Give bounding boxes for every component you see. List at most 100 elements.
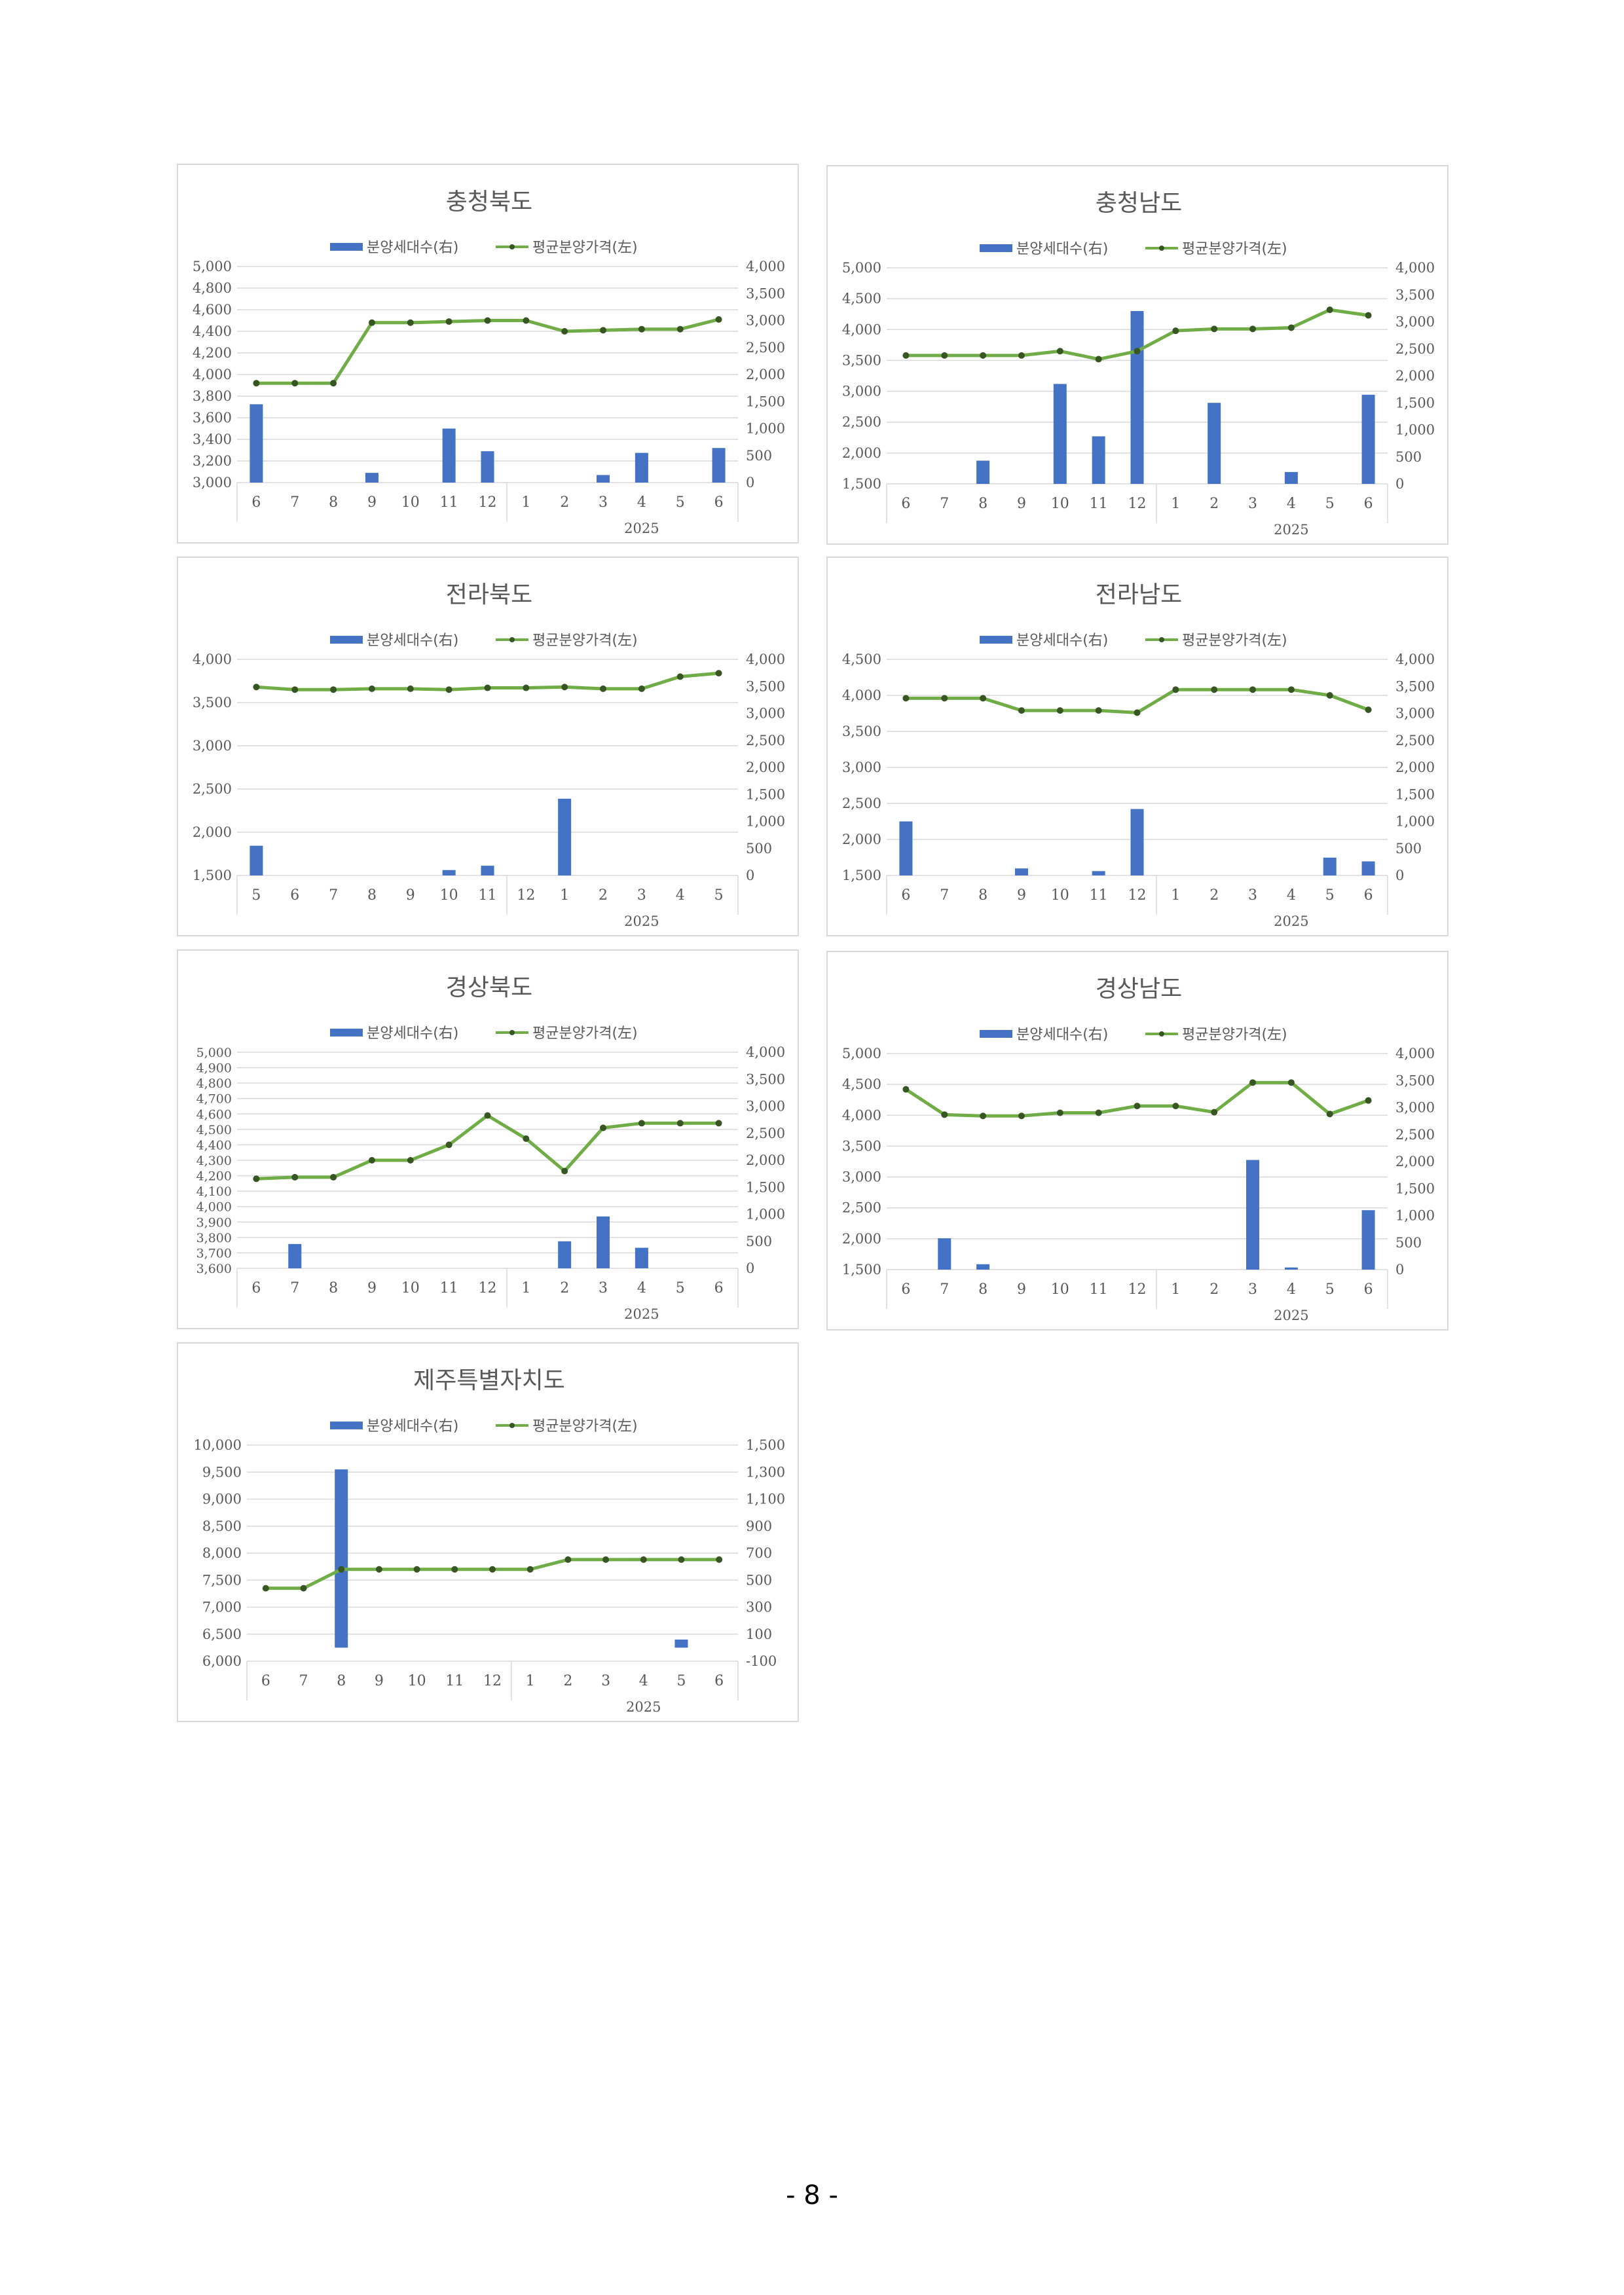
x-tick-label: 12 bbox=[517, 887, 535, 904]
line-point bbox=[330, 380, 337, 387]
x-tick-label: 2 bbox=[1209, 1281, 1219, 1298]
chart-panel-jeju: 제주특별자치도 분양세대수(右) 평균분양가격(左) 10,000 9,500 9,000… bbox=[177, 1342, 799, 1722]
bar bbox=[249, 845, 263, 875]
right-tick-label: 500 bbox=[746, 448, 772, 464]
left-tick-label: 2,500 bbox=[842, 1200, 881, 1216]
left-tick-label: 4,500 bbox=[842, 652, 881, 667]
x-tick-label: 7 bbox=[290, 494, 299, 511]
line-point bbox=[1056, 707, 1063, 714]
line-point bbox=[676, 325, 684, 333]
x-tick-label: 3 bbox=[601, 1673, 610, 1689]
left-tick-label: 2,000 bbox=[842, 445, 881, 461]
bar bbox=[1208, 403, 1221, 484]
right-tick-label: 1,000 bbox=[746, 814, 785, 830]
line-point bbox=[980, 695, 987, 702]
left-tick-label: 3,800 bbox=[193, 388, 232, 404]
chart-panel-jeonbuk: 전라북도 분양세대수(右) 평균분양가격(左) 4,000 3,500 3,000 2,50… bbox=[177, 557, 799, 936]
x-tick-label: 1 bbox=[521, 494, 530, 511]
bar bbox=[976, 1264, 990, 1270]
left-tick-label: 2,000 bbox=[842, 1231, 881, 1247]
legend-bar-label: 분양세대수(右) bbox=[367, 1025, 458, 1042]
line-point bbox=[375, 1566, 382, 1573]
line-point bbox=[291, 380, 299, 387]
left-tick-label: 4,900 bbox=[196, 1061, 232, 1076]
right-tick-label: 0 bbox=[1395, 1262, 1404, 1277]
line-point bbox=[368, 685, 375, 692]
right-tick-label: 500 bbox=[746, 841, 772, 856]
bar bbox=[1284, 1267, 1298, 1270]
x-tick-label: 6 bbox=[290, 887, 299, 904]
x-tick-label: 4 bbox=[639, 1673, 648, 1689]
right-tick-label: 2,000 bbox=[746, 760, 785, 775]
right-tick-label: 1,500 bbox=[1395, 786, 1435, 802]
bar bbox=[635, 1247, 648, 1268]
left-tick-label: 5,000 bbox=[196, 1046, 232, 1060]
x-tick-label: 11 bbox=[1090, 1281, 1108, 1298]
left-tick-label: 4,000 bbox=[196, 1200, 232, 1215]
x-tick-label: 1 bbox=[521, 1280, 530, 1296]
x-tick-label: 3 bbox=[1248, 887, 1257, 904]
right-tick-label: 2,000 bbox=[1395, 368, 1435, 384]
bar bbox=[597, 475, 610, 483]
left-tick-label: 8,500 bbox=[202, 1518, 242, 1534]
line-point bbox=[1134, 348, 1141, 355]
line-point bbox=[330, 1173, 337, 1181]
x-tick-label: 8 bbox=[978, 887, 987, 904]
x-tick-label: 7 bbox=[299, 1673, 308, 1689]
left-tick-label: 4,500 bbox=[196, 1123, 232, 1137]
x-tick-label: 3 bbox=[599, 494, 608, 511]
x-tick-label: 11 bbox=[479, 887, 497, 904]
right-tick-label: 2,500 bbox=[746, 733, 785, 748]
legend-bar-label: 분양세대수(右) bbox=[367, 633, 458, 649]
bar bbox=[938, 1238, 951, 1270]
x-tick-label: 8 bbox=[329, 1280, 338, 1296]
right-tick-label: 1,000 bbox=[746, 1207, 785, 1222]
x-tick-label: 6 bbox=[251, 1280, 261, 1296]
right-tick-label: 4,000 bbox=[746, 652, 785, 667]
x-tick-label: 1 bbox=[1171, 496, 1180, 512]
x-tick-label: 8 bbox=[329, 494, 338, 511]
x-tick-label: 7 bbox=[290, 1280, 299, 1296]
left-tick-label: 4,000 bbox=[842, 1107, 881, 1123]
x-tick-label: 7 bbox=[940, 496, 949, 512]
x-tick-label: 5 bbox=[1325, 887, 1335, 904]
line-point bbox=[330, 686, 337, 693]
right-tick-label: 500 bbox=[746, 1234, 772, 1249]
left-tick-label: 4,200 bbox=[193, 345, 232, 361]
right-tick-label: 3,500 bbox=[746, 1071, 785, 1087]
bar bbox=[1014, 868, 1028, 875]
bar bbox=[558, 798, 572, 875]
left-tick-label: 4,700 bbox=[196, 1092, 232, 1107]
line-point bbox=[941, 352, 948, 359]
line-point bbox=[676, 1120, 684, 1127]
line-point bbox=[451, 1566, 458, 1573]
left-tick-label: 4,000 bbox=[842, 321, 881, 337]
left-tick-label: 1,500 bbox=[842, 476, 881, 492]
x-tick-label: 11 bbox=[440, 1280, 458, 1296]
line-point bbox=[1172, 327, 1179, 335]
right-tick-label: 3,000 bbox=[746, 313, 785, 329]
right-tick-label: 100 bbox=[746, 1626, 772, 1642]
x-tick-label: 12 bbox=[479, 494, 497, 511]
x-tick-label: 10 bbox=[440, 887, 458, 904]
x-tick-label: 4 bbox=[637, 1280, 646, 1296]
bar bbox=[481, 451, 494, 483]
chart-title: 제주특별자치도 bbox=[413, 1367, 565, 1394]
line-point bbox=[1211, 325, 1218, 333]
bar bbox=[1092, 436, 1105, 484]
series-line bbox=[905, 1080, 1369, 1118]
x-tick-label: 6 bbox=[1364, 1281, 1373, 1298]
line-point bbox=[715, 670, 722, 677]
legend-line-marker bbox=[1159, 246, 1164, 251]
legend-bar-swatch bbox=[980, 636, 1012, 644]
x-tick-label: 4 bbox=[637, 494, 646, 511]
right-tick-label: 500 bbox=[1395, 449, 1422, 465]
left-tick-label: 3,000 bbox=[193, 738, 232, 754]
year-label: 2025 bbox=[1274, 1308, 1308, 1323]
line-point bbox=[445, 686, 452, 693]
legend-line-label: 평균분양가격(左) bbox=[1182, 633, 1287, 649]
left-tick-label: 3,800 bbox=[196, 1231, 232, 1245]
